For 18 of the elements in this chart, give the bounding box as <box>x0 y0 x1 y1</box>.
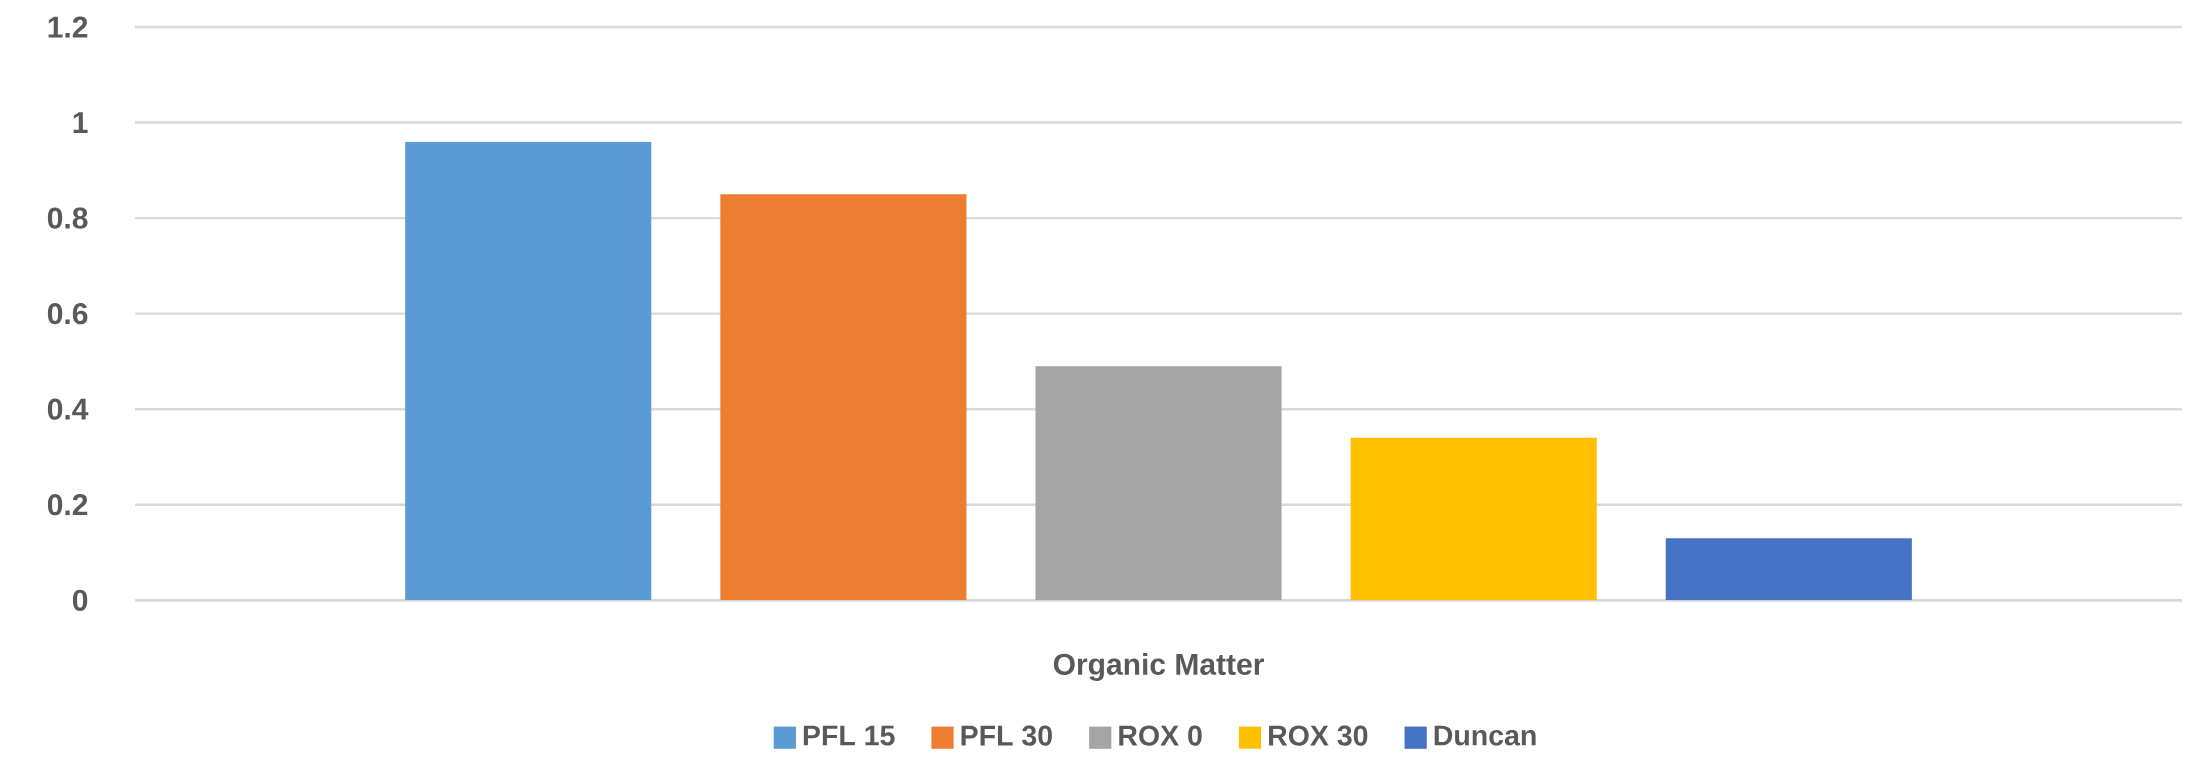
y-tick-label: 0.2 <box>47 493 88 516</box>
legend-label: ROX 0 <box>1119 725 1202 746</box>
legend-label: Duncan <box>1434 725 1536 746</box>
bar <box>1350 437 1597 601</box>
y-tick-label: 1.2 <box>48 16 88 38</box>
bar <box>405 141 652 601</box>
x-tick-label: Organic Matter <box>1053 652 1264 681</box>
bar <box>720 194 967 601</box>
y-tick-label: 0.6 <box>47 302 88 325</box>
bar <box>1665 538 1912 601</box>
bar <box>1035 366 1282 601</box>
y-tick-label: 0.4 <box>47 398 89 420</box>
y-tick-label: 0.8 <box>47 207 88 229</box>
legend-label: PFL 30 <box>961 725 1052 746</box>
y-tick-label: 1 <box>73 112 88 133</box>
y-tick-label: 0 <box>72 589 88 611</box>
legend-label: PFL 15 <box>803 725 895 746</box>
legend-label: ROX 30 <box>1269 725 1368 746</box>
